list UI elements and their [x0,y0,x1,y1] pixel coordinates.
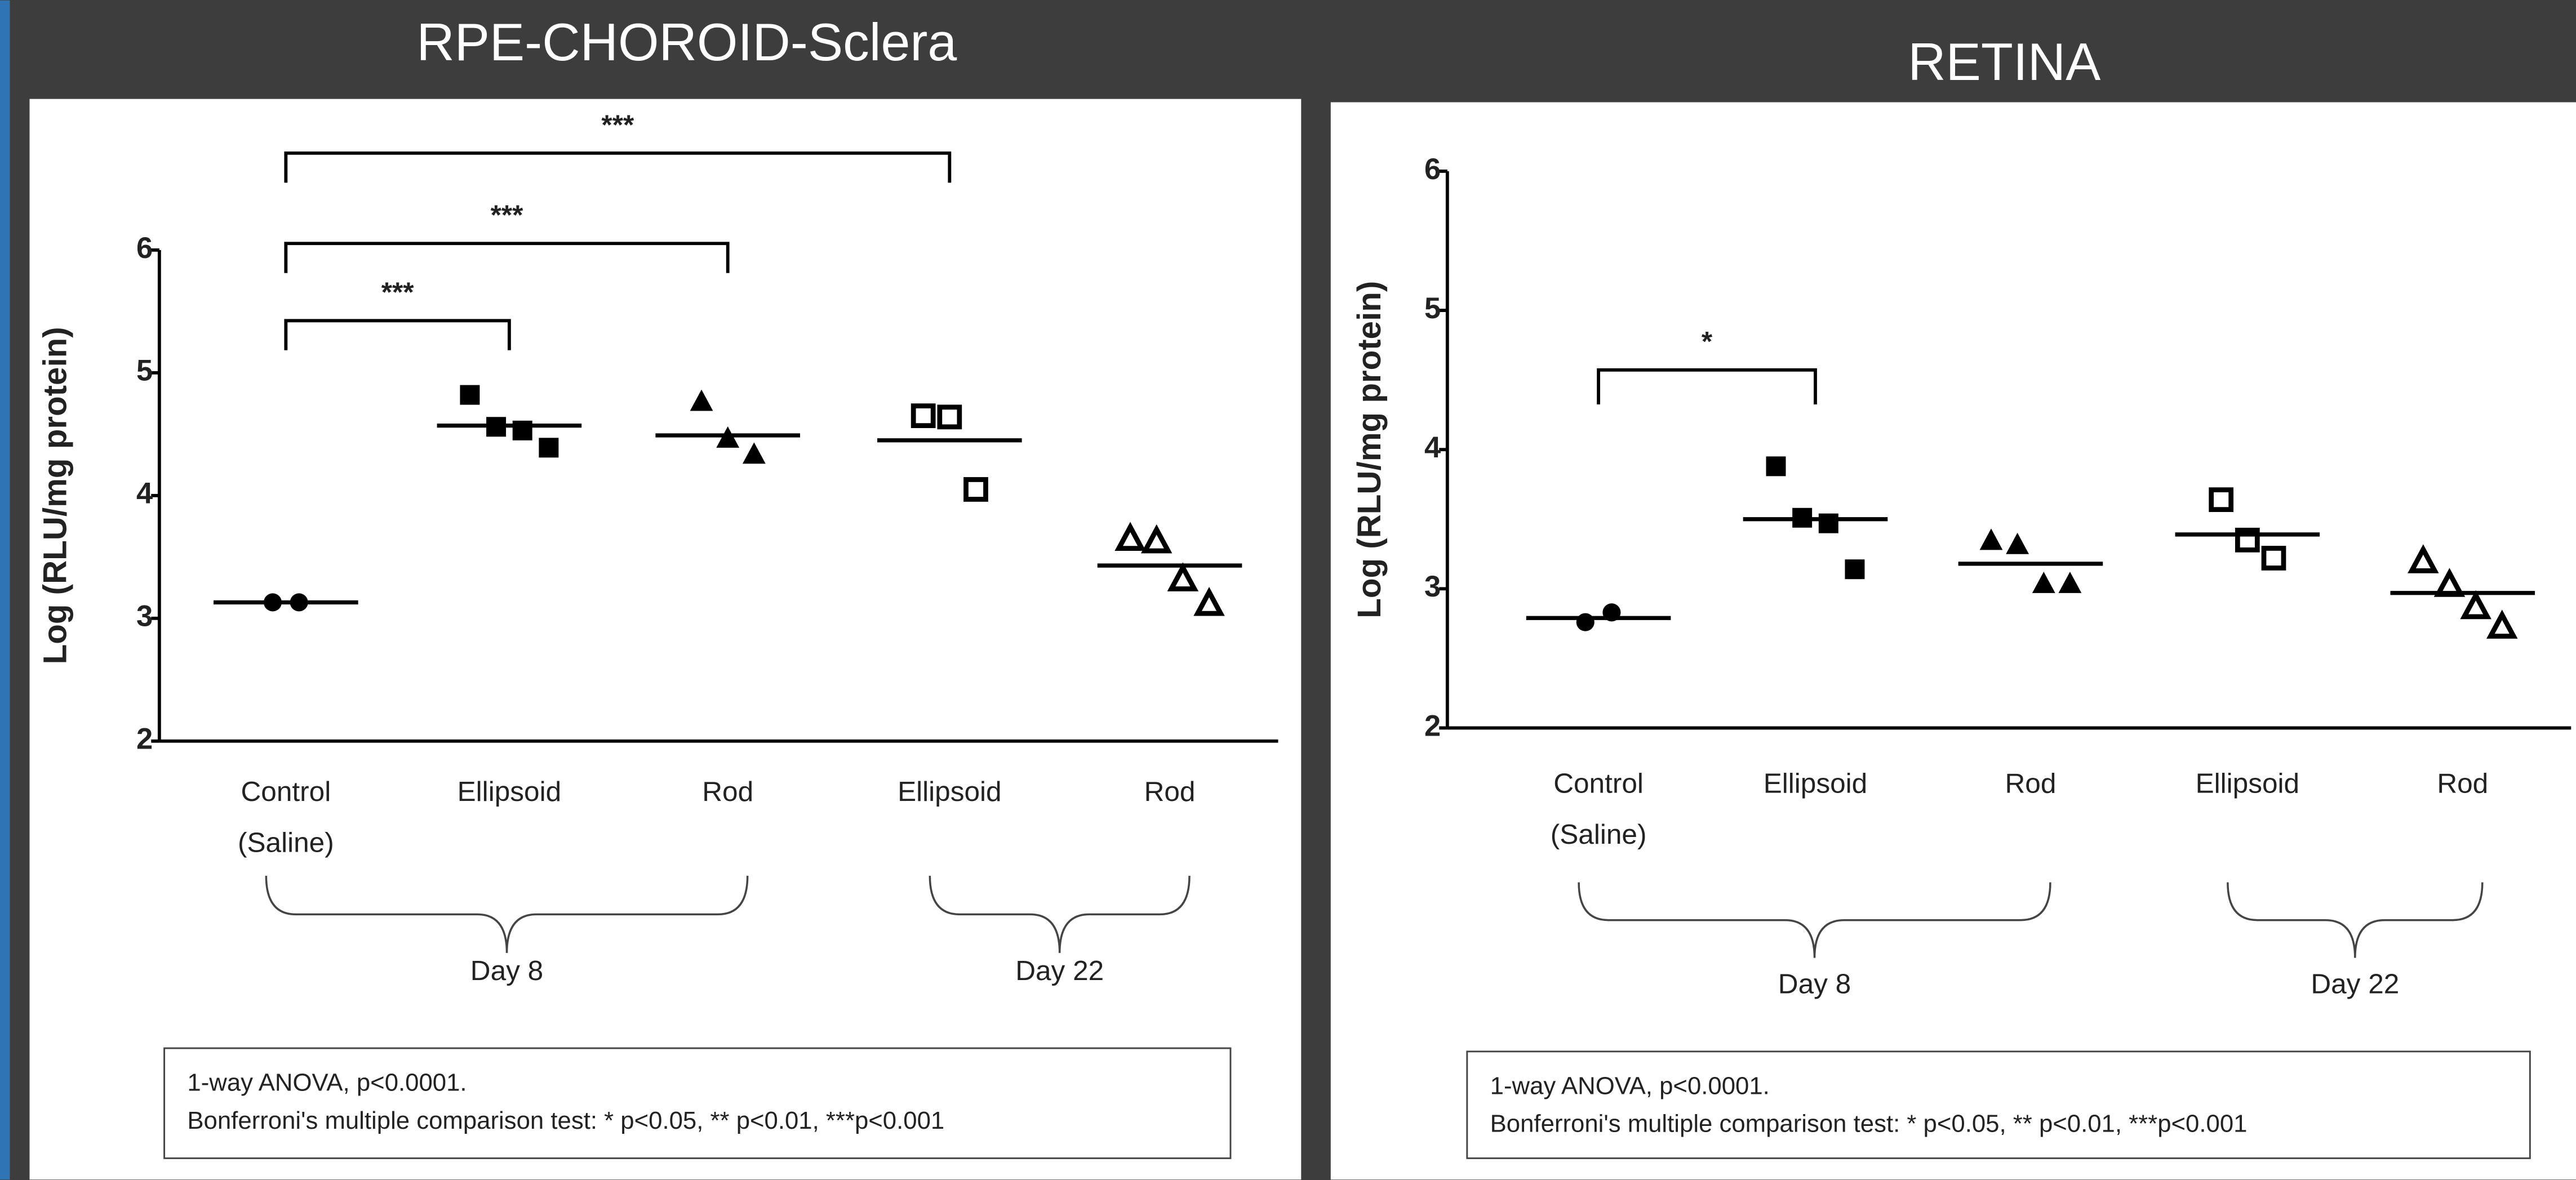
data-point [539,438,559,458]
brace [1578,882,2051,958]
data-point [1576,613,1595,631]
data-point [2408,544,2439,573]
significance-label: *** [381,277,415,308]
y-tick-label: 5 [1424,292,1441,325]
significance-label: * [1702,326,1713,357]
y-tick-label: 4 [1424,431,1441,464]
y-tick-label: 6 [1424,153,1441,186]
data-point [2058,572,2082,593]
period-label: Day 8 [470,955,543,986]
x-tick-label: Ellipsoid [898,776,1002,807]
period-label: Day 8 [1778,968,1851,999]
data-point [2032,572,2055,593]
data-point [1167,562,1199,591]
x-tick-label: (Saline) [238,827,334,858]
x-tick-label: Rod [702,776,753,807]
period-label: Day 22 [1015,955,1104,986]
data-point [2261,546,2286,571]
data-point [963,477,988,502]
y-tick-label: 6 [136,231,153,265]
data-point [2209,487,2234,513]
chart-title: RPE-CHOROID-Sclera [416,13,957,72]
data-point [1141,524,1172,554]
note-text: Bonferroni's multiple comparison test: *… [1490,1110,2248,1138]
data-point [1818,513,1838,533]
data-point [1114,522,1146,551]
significance-bracket [284,319,511,350]
y-axis-label: Log (RLU/mg protein) [37,327,73,664]
data-point [2006,532,2029,554]
data-point [460,385,480,405]
y-tick-label: 4 [136,477,153,510]
significance-bracket [284,151,952,183]
significance-bracket [284,242,730,273]
x-tick-label: Rod [2005,768,2056,799]
note-text: 1-way ANOVA, p<0.0001. [187,1069,467,1097]
data-point [1845,559,1865,580]
data-point [2460,590,2491,620]
x-tick-label: (Saline) [1551,818,1647,850]
x-tick-label: Control [241,776,331,807]
data-point [937,404,962,430]
significance-label: *** [601,109,634,140]
x-tick-label: Ellipsoid [458,776,562,807]
y-tick-label: 2 [1424,709,1441,742]
y-tick-label: 3 [136,600,153,633]
y-tick-label: 3 [1424,570,1441,603]
x-tick-label: Control [1553,768,1644,799]
note-box [1466,1050,2531,1159]
x-tick-label: Ellipsoid [2196,768,2300,799]
y-tick-label: 2 [136,723,153,756]
x-tick-label: Rod [1144,776,1196,807]
panel [1330,102,2576,1180]
accent-strip [0,0,10,1180]
chart-title: RETINA [1908,33,2101,91]
data-point [1979,528,2003,550]
note-text: 1-way ANOVA, p<0.0001. [1490,1072,1770,1100]
chart: RPE-CHOROID-Sclera 2 3 4 5 6 Log (RLU/mg prote… [37,13,1278,1159]
data-point [742,442,766,464]
data-point [2486,609,2518,639]
y-tick-label: 5 [136,354,153,388]
note-box [163,1047,1232,1159]
data-point [1766,456,1786,477]
data-point [1193,587,1225,616]
significance-bracket [1597,368,1817,405]
brace [265,875,749,953]
x-tick-label: Rod [2437,768,2488,799]
x-tick-label: Ellipsoid [1764,768,1868,799]
brace [929,875,1191,953]
panel [29,99,1302,1180]
data-point [690,389,713,411]
significance-label: *** [491,199,524,231]
note-text: Bonferroni's multiple comparison test: *… [187,1107,944,1134]
y-axis-label: Log (RLU/mg protein) [1351,281,1388,618]
brace [2227,882,2484,958]
period-label: Day 22 [2311,968,2399,999]
chart: RETINA 2 3 4 5 6 Log (RLU/mg protein) Control (S… [1351,33,2571,1159]
data-point [911,403,936,429]
